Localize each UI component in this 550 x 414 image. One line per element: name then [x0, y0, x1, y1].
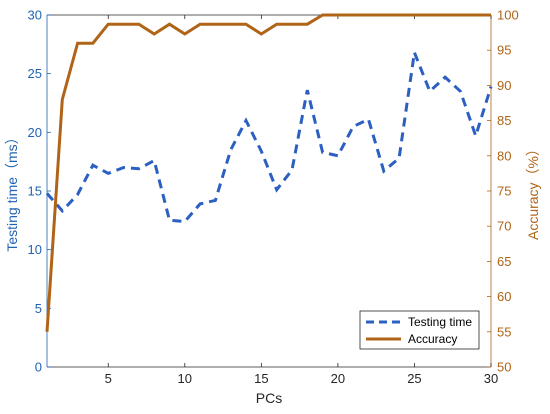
- right-y-axis-ticks: 50 55 60 65 70 75 80 85 90 95 100: [487, 8, 519, 375]
- right-y-tick-label: 65: [497, 254, 511, 269]
- right-y-tick-label: 75: [497, 184, 511, 199]
- series-line-testing-time: [45, 46, 493, 224]
- x-tick-label: 25: [407, 371, 421, 386]
- right-y-tick-label: 95: [497, 43, 511, 58]
- x-tick-label: 15: [254, 371, 268, 386]
- legend-label-accuracy: Accuracy: [408, 332, 457, 346]
- left-y-tick-label: 25: [28, 66, 42, 81]
- right-y-tick-label: 85: [497, 113, 511, 128]
- x-axis-label: PCs: [256, 390, 282, 406]
- left-y-tick-label: 15: [28, 184, 42, 199]
- right-y-tick-label: 70: [497, 219, 511, 234]
- left-y-tick-label: 20: [28, 125, 42, 140]
- x-tick-label: 20: [331, 371, 345, 386]
- legend: Testing time Accuracy: [359, 310, 480, 350]
- right-y-tick-label: 100: [497, 8, 519, 23]
- legend-label-testing-time: Testing time: [408, 315, 472, 329]
- left-y-axis-ticks: 0 5 10 15 20 25 30: [28, 8, 51, 375]
- right-y-tick-label: 60: [497, 289, 511, 304]
- left-y-tick-label: 0: [35, 360, 42, 375]
- x-tick-label: 10: [178, 371, 192, 386]
- right-y-tick-label: 80: [497, 148, 511, 163]
- x-tick-label: 5: [105, 371, 112, 386]
- right-y-tick-label: 90: [497, 78, 511, 93]
- left-y-axis-label: Testing time（ms）: [4, 130, 20, 251]
- right-y-axis-label: Accuracy（%）: [525, 142, 541, 240]
- x-axis-ticks: 5 10 15 20 25 30: [105, 15, 498, 386]
- left-y-tick-label: 10: [28, 242, 42, 257]
- left-y-tick-label: 5: [35, 301, 42, 316]
- legend-box: [359, 310, 480, 350]
- x-tick-label: 30: [484, 371, 498, 386]
- series-line-accuracy: [45, 13, 491, 332]
- right-y-tick-label: 55: [497, 324, 511, 339]
- series-layer: [45, 13, 493, 332]
- left-y-tick-label: 30: [28, 8, 42, 23]
- right-y-tick-label: 50: [497, 360, 511, 375]
